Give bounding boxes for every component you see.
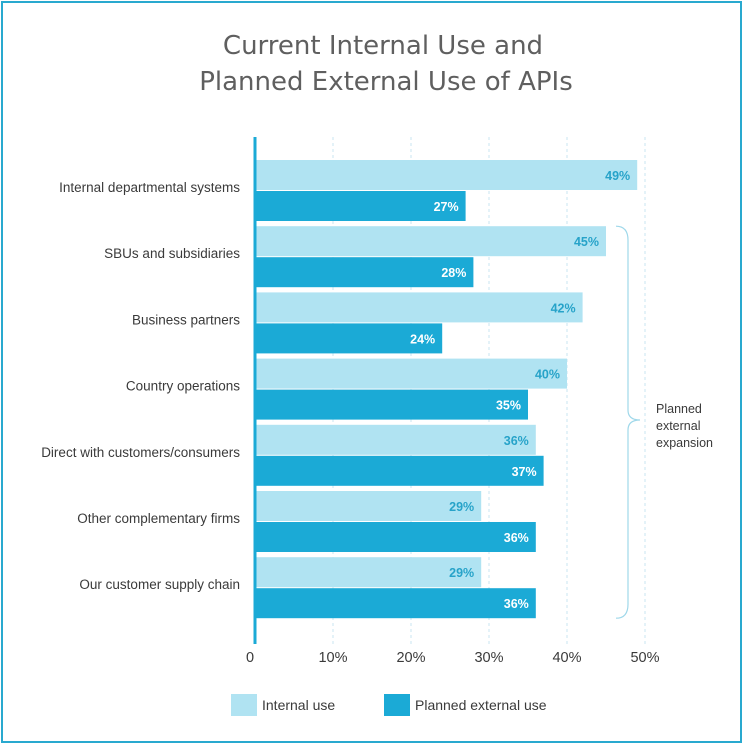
- bar-internal-use: [256, 424, 536, 455]
- bar-internal-use: [256, 226, 606, 257]
- data-label: 36%: [504, 531, 529, 545]
- category-label: Other complementary firms: [77, 511, 240, 526]
- x-tick-label: 40%: [552, 650, 581, 666]
- data-label: 27%: [434, 200, 459, 214]
- data-label: 29%: [449, 566, 474, 580]
- category-label: SBUs and subsidiaries: [104, 246, 240, 261]
- data-label: 40%: [535, 368, 560, 382]
- annotation-text-line: external: [656, 419, 700, 433]
- legend-swatch: [384, 694, 410, 716]
- category-label: Internal departmental systems: [59, 180, 240, 195]
- bar-internal-use: [256, 292, 583, 323]
- legend: Internal use Planned external use: [231, 694, 547, 716]
- bar-internal-use: [256, 358, 567, 389]
- bar-planned-external-use: [256, 191, 466, 221]
- data-label: 36%: [504, 597, 529, 611]
- data-label: 24%: [410, 332, 435, 346]
- bar-internal-use: [256, 160, 638, 190]
- data-label: 29%: [449, 500, 474, 514]
- bar-planned-external-use: [256, 455, 544, 486]
- x-tick-label: 10%: [318, 650, 347, 666]
- bar-internal-use: [256, 491, 482, 521]
- bar-planned-external-use: [256, 522, 536, 552]
- bar-planned-external-use: [256, 389, 528, 420]
- data-label: 42%: [551, 301, 576, 315]
- data-label: 37%: [512, 465, 537, 479]
- legend-label: Internal use: [262, 697, 335, 713]
- category-label: Our customer supply chain: [79, 577, 240, 592]
- bar-planned-external-use: [256, 257, 474, 288]
- expansion-annotation: Planned external expansion: [615, 225, 713, 619]
- brace: [615, 225, 641, 619]
- bars: [256, 160, 638, 619]
- annotation-text-line: expansion: [656, 436, 713, 450]
- category-label: Business partners: [132, 312, 240, 327]
- labels: 0 10% 20% 30% 40% 50% Internal departmental sy…: [41, 169, 659, 666]
- bar-planned-external-use: [256, 323, 443, 354]
- chart-title-line-2: Planned External Use of APIs: [199, 67, 573, 97]
- annotation-text-line: Planned: [656, 402, 702, 416]
- data-label: 36%: [504, 434, 529, 448]
- chart-title-line-1: Current Internal Use and: [223, 31, 543, 61]
- data-label: 45%: [574, 235, 599, 249]
- bar-planned-external-use: [256, 588, 536, 619]
- data-label: 28%: [441, 266, 466, 280]
- category-label: Country operations: [126, 379, 240, 394]
- category-label: Direct with customers/consumers: [41, 445, 240, 460]
- data-label: 35%: [496, 399, 521, 413]
- x-tick-label: 50%: [630, 650, 659, 666]
- x-tick-label: 20%: [396, 650, 425, 666]
- x-tick-label: 0: [246, 650, 254, 666]
- bar-internal-use: [256, 557, 482, 588]
- data-label: 49%: [605, 169, 630, 183]
- x-tick-label: 30%: [474, 650, 503, 666]
- legend-label: Planned external use: [415, 697, 547, 713]
- legend-swatch: [231, 694, 257, 716]
